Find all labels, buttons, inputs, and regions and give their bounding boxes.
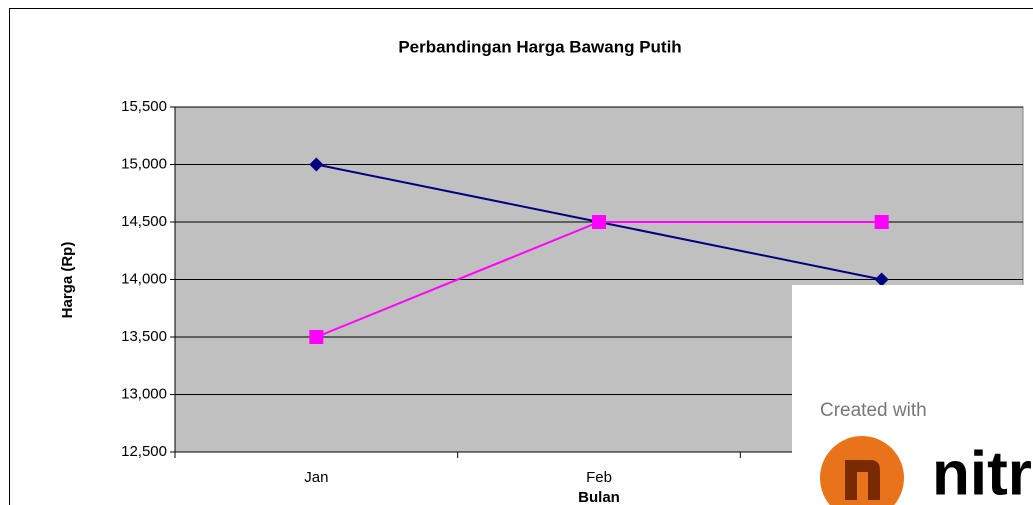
marker (874, 272, 889, 287)
y-tick-label: 15,500 (121, 98, 167, 115)
x-axis-label: Bulan (578, 489, 620, 505)
watermark: Created with nitro (792, 285, 1033, 505)
marker (592, 215, 606, 229)
y-tick-label: 14,500 (121, 213, 167, 230)
y-tick-label: 13,500 (121, 328, 167, 345)
chart-title: Perbandingan Harga Bawang Putih (398, 37, 681, 56)
y-tick-label: 12,500 (121, 443, 167, 460)
y-tick-label: 13,000 (121, 385, 167, 402)
watermark-brand: nitro (932, 439, 1033, 505)
watermark-logo-letter (845, 460, 880, 500)
y-axis-label: Harga (Rp) (59, 242, 76, 319)
x-tick-label: Feb (586, 469, 612, 486)
marker (874, 215, 889, 229)
marker (309, 330, 324, 344)
y-tick-label: 15,000 (121, 155, 167, 172)
y-tick-label: 14,000 (121, 270, 167, 287)
marker (309, 157, 324, 172)
x-tick-label: Jan (304, 469, 328, 486)
watermark-text: Created with (820, 400, 927, 421)
